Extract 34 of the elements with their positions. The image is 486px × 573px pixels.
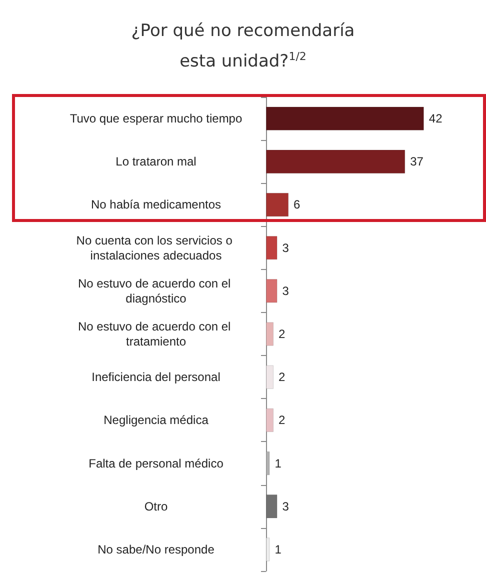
y-tick-label: Negligencia médica (104, 413, 209, 428)
y-tick-label: No cuenta con los servicios o instalaciones adecuados (76, 233, 236, 262)
data-label: 1 (274, 542, 282, 556)
bar (266, 192, 289, 217)
data-label: 6 (294, 198, 301, 212)
bar (266, 322, 274, 346)
bar (266, 538, 270, 562)
bar (266, 236, 278, 260)
bar (266, 408, 274, 432)
y-tick-label: Otro (144, 499, 168, 514)
y-tick-label: Ineficiencia del personal (92, 370, 220, 384)
bar (266, 150, 406, 174)
data-label: 3 (282, 499, 290, 514)
bar (266, 106, 424, 130)
bar (266, 451, 270, 476)
data-label: 37 (410, 154, 424, 169)
data-label: 2 (278, 327, 286, 341)
y-tick-label: Tuvo que esperar mucho tiempo (70, 112, 242, 126)
data-label: 2 (278, 413, 286, 428)
data-label: 3 (282, 240, 290, 255)
y-tick-label: No estuvo de acuerdo con el diagnóstico (78, 276, 234, 306)
bar (266, 279, 278, 303)
y-tick-label: Falta de personal médico (88, 456, 224, 470)
y-tick-label: No estuvo de acuerdo con el tratamiento (78, 320, 234, 348)
data-label: 3 (282, 284, 290, 298)
data-label: 42 (428, 112, 443, 126)
y-tick-label: Lo trataron mal (116, 154, 196, 169)
bar (266, 365, 274, 389)
data-label: 1 (274, 456, 282, 470)
y-tick-label: No sabe/No responde (98, 542, 215, 556)
chart-title: ¿Por qué no recomendaría esta unidad?$^{1/2}$ (130, 20, 356, 74)
data-label: 2 (278, 370, 286, 384)
y-tick-label: No había medicamentos (90, 198, 222, 212)
bar (266, 494, 278, 518)
